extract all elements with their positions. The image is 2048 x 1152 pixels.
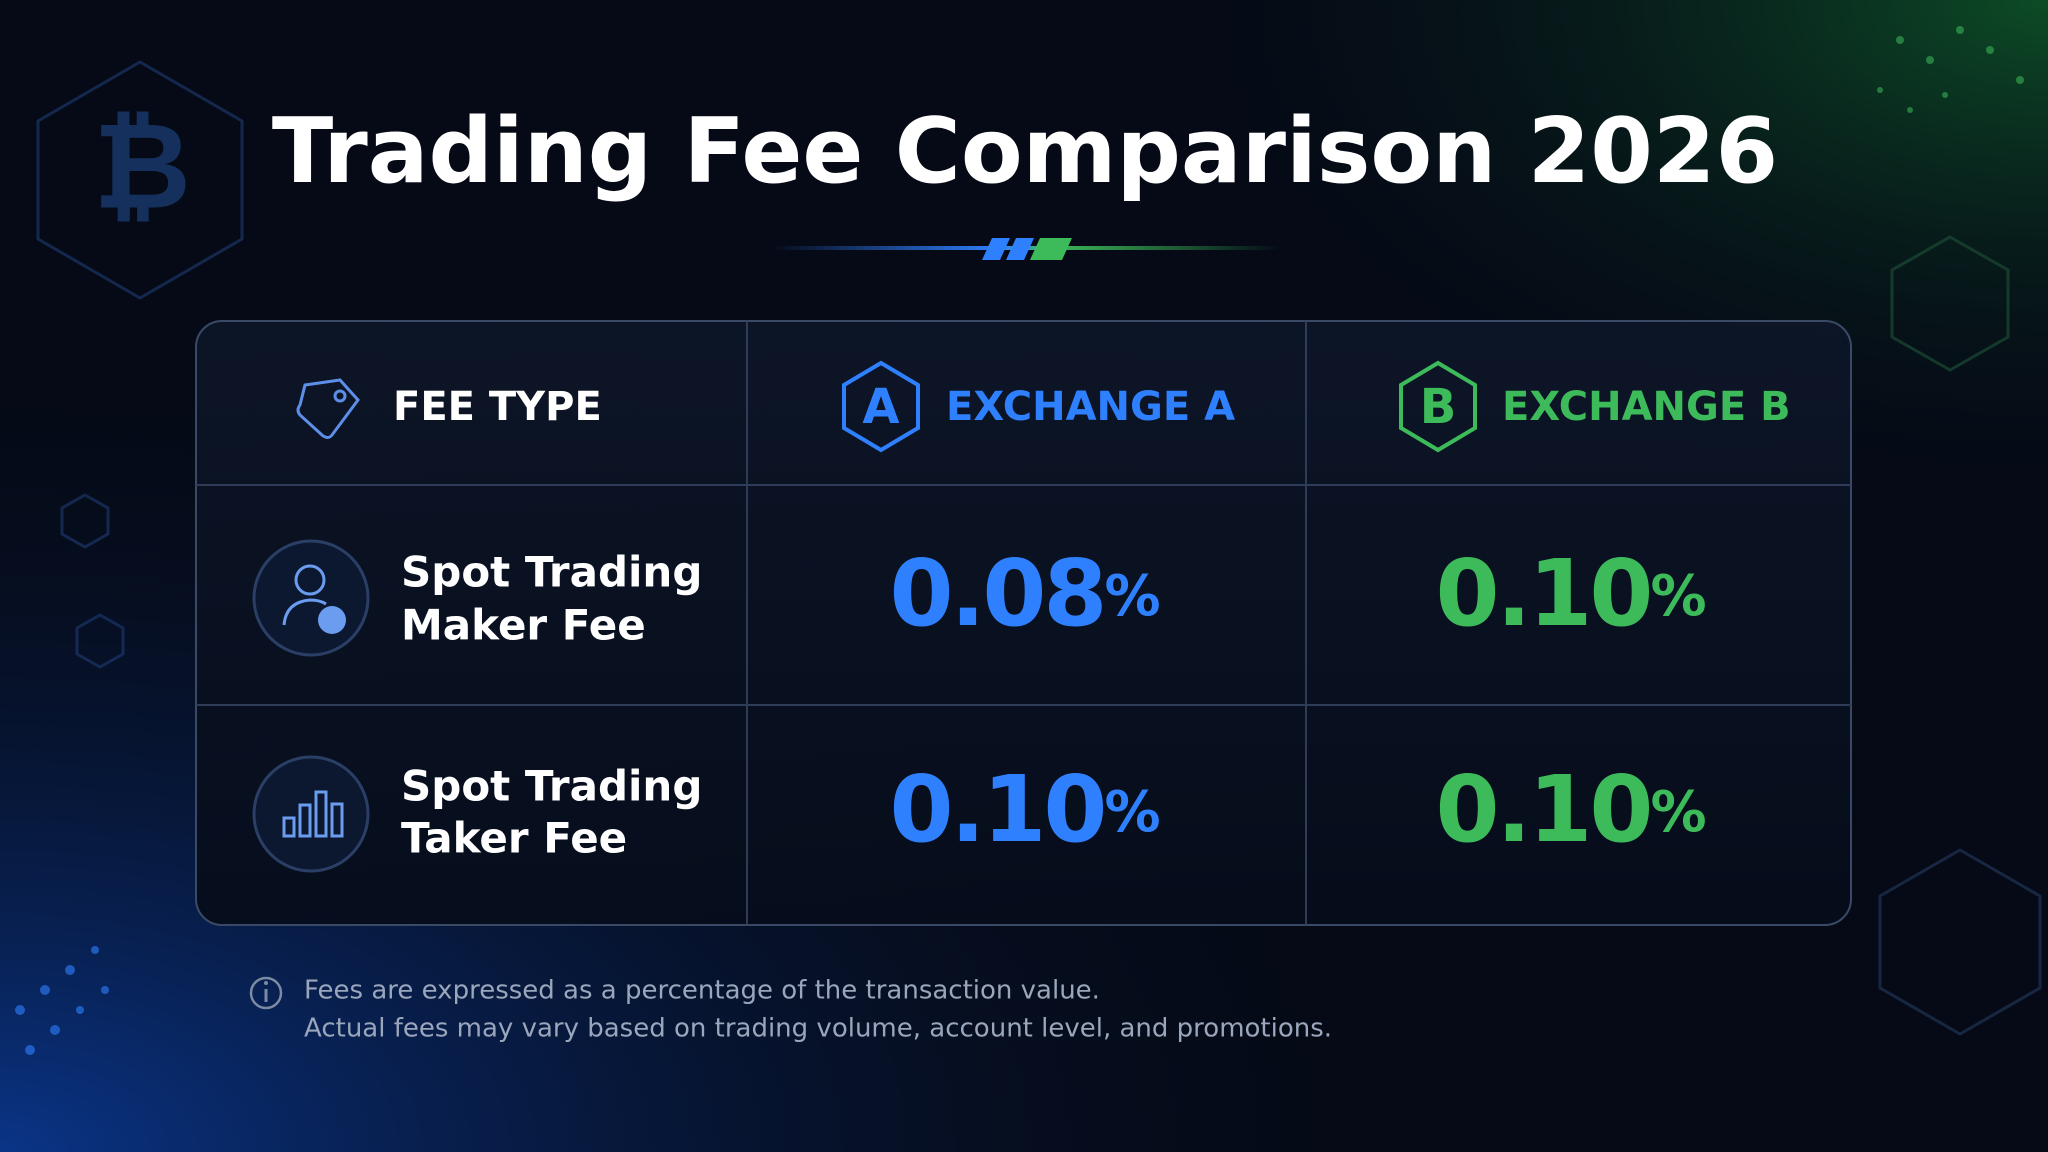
- row-label: Taker Fee: [401, 814, 627, 863]
- title-underline: [770, 238, 1280, 260]
- decor-hexagons: [36, 60, 2042, 1036]
- row-label: Maker Fee: [401, 601, 646, 650]
- fee-unit: %: [1650, 780, 1706, 845]
- taker-icon: [252, 755, 370, 873]
- svg-text:A: A: [862, 379, 899, 435]
- note: Fees are expressed as a percentage of th…: [304, 976, 1100, 1006]
- header-fee-type: FEE TYPE: [393, 384, 602, 430]
- fee-value: 0.10%: [889, 756, 1160, 863]
- fee-unit: %: [1650, 564, 1706, 629]
- svg-text:B: B: [1420, 379, 1457, 435]
- exchange-b-logo: B: [1399, 360, 1477, 453]
- row-label: Spot Trading: [401, 548, 702, 597]
- fee-value: 0.08%: [889, 540, 1160, 647]
- fee-number: 0.10: [889, 756, 1104, 863]
- decor-dots: [15, 946, 109, 1055]
- title: Trading Fee Comparison 2026: [272, 99, 1778, 204]
- exchange-a-logo: A: [842, 360, 920, 453]
- note: Actual fees may vary based on trading vo…: [304, 1014, 1332, 1044]
- header-exchange-b: EXCHANGE B: [1502, 384, 1791, 430]
- maker-icon: [252, 539, 370, 657]
- decor-bitcoin: ₿: [93, 98, 191, 237]
- header-exchange-a: EXCHANGE A: [946, 384, 1235, 430]
- table-grid: [196, 321, 1851, 925]
- fee-type-icon: [296, 378, 360, 439]
- fee-number: 0.10: [1435, 540, 1650, 647]
- fee-number: 0.10: [1435, 756, 1650, 863]
- decor-dots-green: [1877, 26, 2024, 113]
- info-icon: [249, 976, 283, 1010]
- fee-value: 0.10%: [1435, 540, 1706, 647]
- fee-number: 0.08: [889, 540, 1104, 647]
- table-frame: [195, 320, 1852, 926]
- row-label: Spot Trading: [401, 762, 702, 811]
- fee-unit: %: [1104, 780, 1160, 845]
- fee-value: 0.10%: [1435, 756, 1706, 863]
- fee-unit: %: [1104, 564, 1160, 629]
